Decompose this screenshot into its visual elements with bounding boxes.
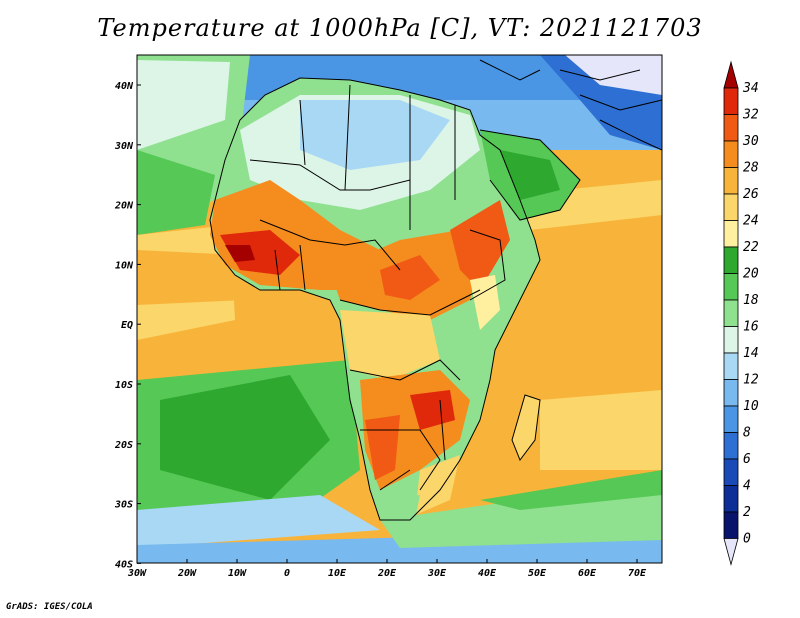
y-axis: 40N 30N 20N 10N EQ 10S 20S 30S 40S [114, 81, 141, 570]
colorbar-swatch [723, 326, 739, 354]
colorbar-label: 32 [742, 108, 759, 123]
madagascar [512, 395, 540, 460]
y-tick-label: 40N [115, 81, 134, 92]
colorbar-label: 6 [743, 452, 751, 467]
colorbar-swatch [723, 114, 739, 142]
colorbar-swatch [723, 379, 739, 407]
colorbar-swatch [723, 140, 739, 168]
colorbar-label: 4 [743, 479, 751, 494]
colorbar-label: 24 [743, 214, 759, 229]
y-tick-label: 20N [114, 201, 134, 212]
colorbar-label: 14 [743, 346, 759, 361]
y-tick-label: 10S [115, 380, 133, 391]
colorbar-label: 2 [743, 505, 751, 520]
colorbar-label: 22 [743, 240, 759, 255]
x-tick-label: 70E [628, 568, 647, 579]
colorbar-max-arrow [723, 60, 739, 89]
x-tick-label: 10E [328, 568, 347, 579]
colorbar-swatch [723, 352, 739, 380]
y-tick-label: EQ [121, 320, 133, 331]
y-tick-label: 40S [115, 559, 133, 570]
colorbar-swatch [723, 485, 739, 513]
y-tick-label: 30N [114, 141, 134, 152]
x-axis: 30W 20W 10W 0 10E 20E 30E 40E 50E 60E 70E [127, 559, 647, 579]
colorbar-swatch [723, 458, 739, 486]
colorbar-label: 0 [743, 532, 751, 547]
colorbar [723, 60, 739, 567]
x-tick-label: 20W [177, 568, 197, 579]
colorbar-label: 16 [743, 320, 759, 335]
colorbar-swatch [723, 405, 739, 433]
colorbar-swatch [723, 273, 739, 301]
x-tick-label: 40E [478, 568, 497, 579]
colorbar-swatch [723, 193, 739, 221]
x-tick-label: 60E [578, 568, 597, 579]
colorbar-label: 28 [743, 161, 759, 176]
x-tick-label: 50E [528, 568, 547, 579]
colorbar-swatch [723, 167, 739, 195]
colorbar-min-arrow [723, 538, 739, 567]
temperature-field [137, 55, 662, 563]
credit-text: GrADS: IGES/COLA [6, 602, 93, 612]
colorbar-label: 18 [743, 293, 759, 308]
colorbar-label: 30 [742, 134, 759, 149]
colorbar-label: 26 [743, 187, 759, 202]
colorbar-swatch [723, 246, 739, 274]
y-tick-label: 10N [115, 260, 134, 271]
colorbar-label: 34 [742, 81, 759, 96]
colorbar-label: 12 [743, 373, 759, 388]
colorbar-label: 20 [743, 267, 759, 282]
y-tick-label: 20S [114, 440, 133, 451]
x-tick-label: 0 [284, 568, 290, 579]
x-tick-label: 20E [377, 568, 397, 579]
x-tick-label: 10W [228, 568, 247, 579]
colorbar-swatch [723, 511, 739, 539]
map-title: Temperature at 1000hPa [C], VT: 20211217… [97, 14, 703, 42]
colorbar-swatch [723, 299, 739, 327]
colorbar-swatch [723, 220, 739, 248]
colorbar-label: 10 [743, 399, 759, 414]
x-tick-label: 30W [127, 568, 147, 579]
plot-frame [136, 54, 663, 564]
y-tick-label: 30S [114, 500, 133, 511]
colorbar-swatch [723, 432, 739, 460]
colorbar-label: 8 [743, 426, 751, 441]
colorbar-swatch [723, 87, 739, 115]
x-tick-label: 30E [427, 568, 447, 579]
country-borders [209, 59, 662, 521]
